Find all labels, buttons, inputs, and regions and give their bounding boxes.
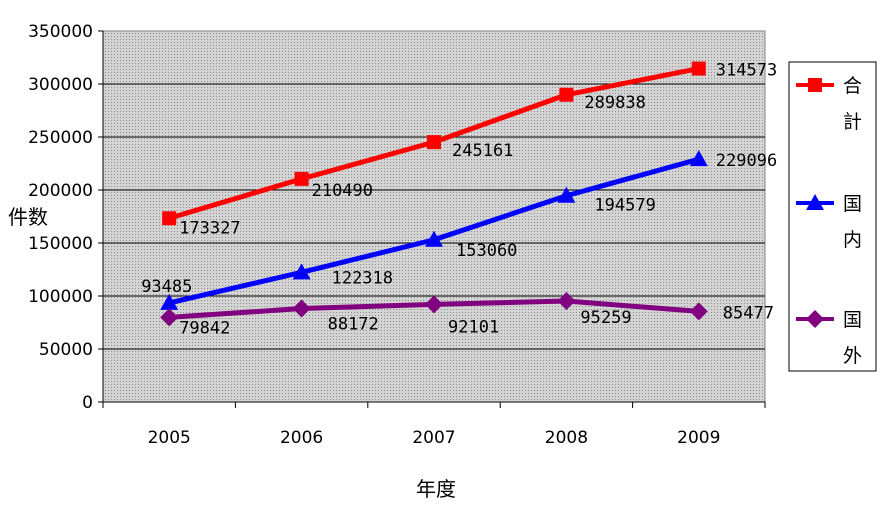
data-label: 88172 (328, 315, 379, 335)
legend-label: 国 (843, 309, 862, 331)
data-label: 153060 (456, 241, 517, 261)
y-tick-label: 50000 (39, 340, 93, 360)
data-label: 229096 (716, 151, 777, 171)
legend-label: 国 (843, 193, 862, 215)
x-tick-label: 2007 (412, 428, 455, 448)
data-label: 79842 (179, 318, 230, 338)
data-point (294, 171, 309, 186)
data-label: 210490 (312, 181, 373, 201)
y-tick-label: 250000 (28, 128, 93, 148)
x-tick-label: 2008 (545, 428, 588, 448)
data-label: 92101 (448, 317, 499, 337)
data-point (427, 135, 441, 150)
data-point (425, 230, 443, 247)
legend-label: 計 (843, 111, 862, 133)
x-tick-label: 2009 (677, 428, 720, 448)
data-point (689, 150, 708, 167)
data-point (292, 299, 311, 318)
data-point (162, 211, 177, 226)
data-point (557, 292, 576, 311)
data-point (425, 295, 443, 314)
data-label: 289838 (584, 93, 645, 113)
x-tick-label: 2005 (148, 428, 191, 448)
data-label: 314573 (716, 61, 777, 81)
legend-box (788, 61, 877, 372)
data-point (292, 263, 311, 280)
y-tick-label: 300000 (28, 75, 93, 95)
legend-marker (806, 194, 824, 210)
y-axis-title: 件数 (8, 205, 48, 229)
x-tick-label: 2006 (280, 428, 323, 448)
y-tick-label: 100000 (28, 287, 93, 307)
x-axis-title: 年度 (416, 477, 456, 501)
legend-label: 外 (843, 345, 862, 367)
data-point (559, 87, 574, 102)
data-label: 93485 (141, 277, 192, 297)
plot-area (102, 30, 766, 403)
data-point (160, 293, 179, 310)
y-tick-label: 200000 (28, 181, 93, 201)
y-tick-label: 150000 (28, 234, 93, 254)
data-label: 173327 (179, 218, 240, 238)
data-label: 95259 (580, 308, 631, 328)
data-point (557, 186, 576, 203)
legend-marker (806, 310, 824, 328)
y-tick-label: 0 (82, 393, 93, 413)
legend-label: 合 (843, 75, 862, 97)
data-label: 85477 (723, 303, 774, 323)
y-tick-label: 350000 (28, 22, 93, 42)
data-label: 122318 (332, 268, 393, 288)
data-point (689, 302, 708, 321)
data-label: 194579 (594, 196, 655, 216)
data-label: 245161 (452, 141, 513, 161)
data-point (691, 61, 706, 76)
data-point (160, 308, 179, 327)
legend-label: 内 (843, 229, 862, 251)
legend-marker (808, 78, 822, 92)
